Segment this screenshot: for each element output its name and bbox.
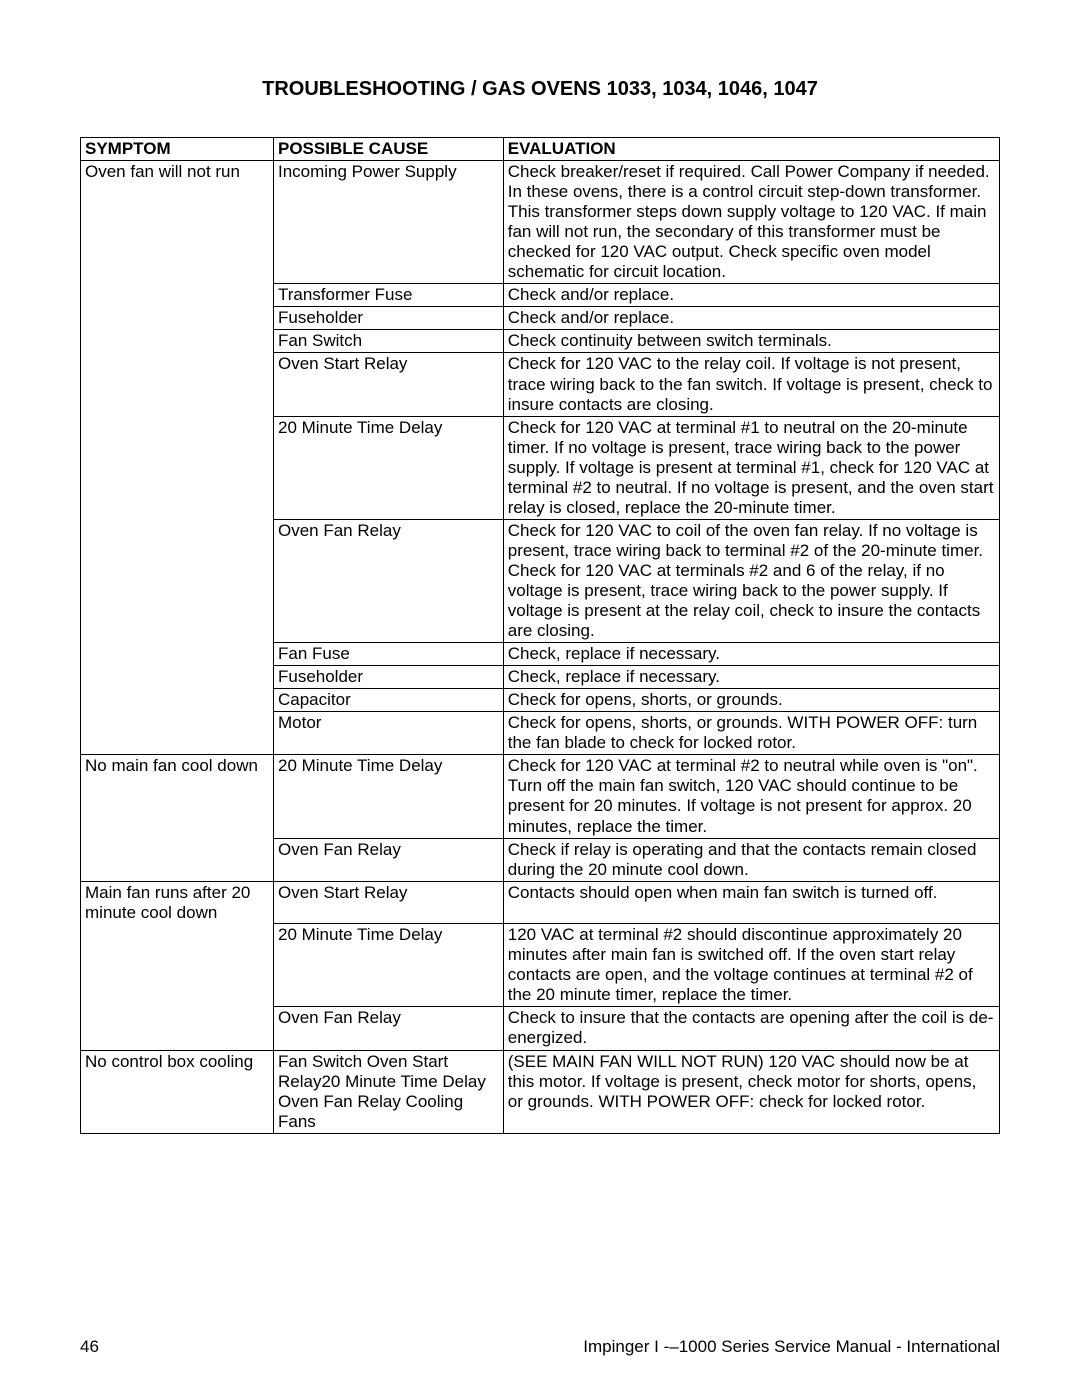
cell-symptom [81, 519, 274, 642]
table-header-row: SYMPTOM POSSIBLE CAUSE EVALUATION [81, 138, 1000, 161]
table-row: Main fan runs after 20 minute cool downO… [81, 881, 1000, 924]
footer-page-number: 46 [80, 1337, 99, 1357]
cell-symptom [81, 924, 274, 1007]
table-row: FuseholderCheck, replace if necessary. [81, 666, 1000, 689]
header-cause: POSSIBLE CAUSE [273, 138, 503, 161]
cell-symptom: No main fan cool down [81, 755, 274, 838]
cell-cause: Capacitor [273, 689, 503, 712]
cell-symptom [81, 838, 274, 881]
cell-cause: Fan Switch Oven Start Relay20 Minute Tim… [273, 1050, 503, 1133]
header-symptom: SYMPTOM [81, 138, 274, 161]
cell-symptom [81, 353, 274, 416]
table-row: No control box coolingFan Switch Oven St… [81, 1050, 1000, 1133]
cell-evaluation: Check to insure that the contacts are op… [503, 1007, 999, 1050]
page-footer: 46 Impinger I -–1000 Series Service Manu… [80, 1337, 1000, 1357]
table-row: No main fan cool down20 Minute Time Dela… [81, 755, 1000, 838]
cell-evaluation: Check, replace if necessary. [503, 643, 999, 666]
cell-cause: Incoming Power Supply [273, 161, 503, 284]
cell-evaluation: Check breaker/reset if required. Call Po… [503, 161, 999, 284]
footer-doc-title: Impinger I -–1000 Series Service Manual … [583, 1337, 1000, 1357]
cell-evaluation: Check for 120 VAC to coil of the oven fa… [503, 519, 999, 642]
page-container: TROUBLESHOOTING / GAS OVENS 1033, 1034, … [0, 0, 1080, 1397]
table-row: Oven Fan RelayCheck to insure that the c… [81, 1007, 1000, 1050]
cell-cause: 20 Minute Time Delay [273, 416, 503, 519]
cell-evaluation: Check, replace if necessary. [503, 666, 999, 689]
cell-evaluation: 120 VAC at terminal #2 should discontinu… [503, 924, 999, 1007]
cell-evaluation: Check and/or replace. [503, 307, 999, 330]
table-row: 20 Minute Time DelayCheck for 120 VAC at… [81, 416, 1000, 519]
cell-symptom [81, 666, 274, 689]
cell-cause: 20 Minute Time Delay [273, 755, 503, 838]
cell-symptom [81, 416, 274, 519]
cell-cause: Oven Fan Relay [273, 1007, 503, 1050]
table-row: CapacitorCheck for opens, shorts, or gro… [81, 689, 1000, 712]
cell-evaluation: (SEE MAIN FAN WILL NOT RUN) 120 VAC shou… [503, 1050, 999, 1133]
cell-cause: Motor [273, 712, 503, 755]
cell-cause: Fan Fuse [273, 643, 503, 666]
cell-symptom: No control box cooling [81, 1050, 274, 1133]
cell-evaluation: Check for opens, shorts, or grounds. [503, 689, 999, 712]
table-row: Fan SwitchCheck continuity between switc… [81, 330, 1000, 353]
table-row: Transformer FuseCheck and/or replace. [81, 284, 1000, 307]
cell-cause: 20 Minute Time Delay [273, 924, 503, 1007]
cell-evaluation: Check for 120 VAC to the relay coil. If … [503, 353, 999, 416]
cell-cause: Oven Start Relay [273, 881, 503, 924]
troubleshooting-table: SYMPTOM POSSIBLE CAUSE EVALUATION Oven f… [80, 137, 1000, 1134]
table-row: FuseholderCheck and/or replace. [81, 307, 1000, 330]
cell-cause: Oven Fan Relay [273, 838, 503, 881]
cell-symptom [81, 330, 274, 353]
table-row: MotorCheck for opens, shorts, or grounds… [81, 712, 1000, 755]
cell-cause: Transformer Fuse [273, 284, 503, 307]
page-title: TROUBLESHOOTING / GAS OVENS 1033, 1034, … [80, 78, 1000, 101]
table-row: Oven Start RelayCheck for 120 VAC to the… [81, 353, 1000, 416]
cell-evaluation: Check for opens, shorts, or grounds. WIT… [503, 712, 999, 755]
cell-evaluation: Check and/or replace. [503, 284, 999, 307]
table-row: Oven Fan RelayCheck if relay is operatin… [81, 838, 1000, 881]
cell-symptom: Oven fan will not run [81, 161, 274, 284]
header-evaluation: EVALUATION [503, 138, 999, 161]
table-row: Fan FuseCheck, replace if necessary. [81, 643, 1000, 666]
cell-evaluation: Check for 120 VAC at terminal #2 to neut… [503, 755, 999, 838]
table-row: Oven Fan RelayCheck for 120 VAC to coil … [81, 519, 1000, 642]
cell-symptom [81, 712, 274, 755]
cell-symptom [81, 307, 274, 330]
cell-symptom [81, 284, 274, 307]
cell-symptom [81, 1007, 274, 1050]
cell-symptom [81, 689, 274, 712]
cell-cause: Oven Start Relay [273, 353, 503, 416]
cell-symptom [81, 643, 274, 666]
cell-evaluation: Check continuity between switch terminal… [503, 330, 999, 353]
table-row: 20 Minute Time Delay120 VAC at terminal … [81, 924, 1000, 1007]
cell-evaluation: Contacts should open when main fan switc… [503, 881, 999, 924]
cell-symptom: Main fan runs after 20 minute cool down [81, 881, 274, 924]
cell-evaluation: Check for 120 VAC at terminal #1 to neut… [503, 416, 999, 519]
cell-evaluation: Check if relay is operating and that the… [503, 838, 999, 881]
cell-cause: Fan Switch [273, 330, 503, 353]
cell-cause: Fuseholder [273, 666, 503, 689]
cell-cause: Oven Fan Relay [273, 519, 503, 642]
cell-cause: Fuseholder [273, 307, 503, 330]
table-row: Oven fan will not runIncoming Power Supp… [81, 161, 1000, 284]
